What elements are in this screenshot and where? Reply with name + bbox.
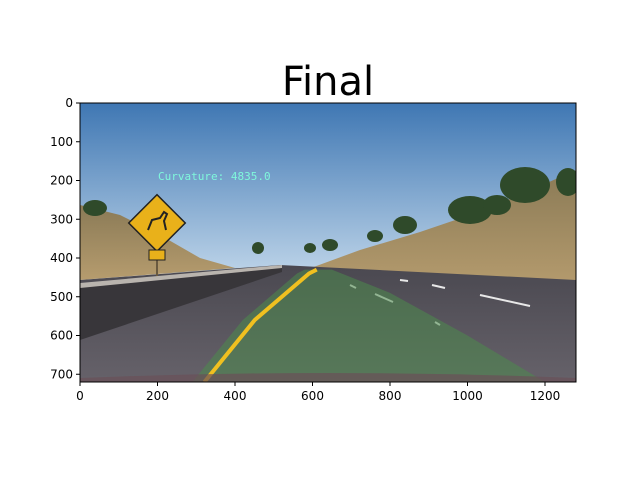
y-tick-label: 600 — [50, 329, 73, 343]
x-axis: 0 200 400 600 800 1000 1200 — [76, 382, 560, 403]
median-barrier — [80, 266, 282, 340]
x-tick-label: 1000 — [452, 389, 483, 403]
deer-crossing-sign — [127, 193, 187, 276]
axes-frame — [79, 102, 577, 383]
dashcam-image: Curvature: 4835.0 — [80, 103, 576, 382]
y-tick-label: 500 — [50, 290, 73, 304]
y-tick-label: 200 — [50, 174, 73, 188]
trees — [83, 167, 576, 254]
yellow-lane-line — [202, 267, 318, 382]
y-tick-label: 0 — [65, 96, 73, 110]
y-tick-label: 700 — [50, 367, 73, 381]
chart-title: Final — [282, 59, 374, 105]
right-hillside — [300, 170, 576, 290]
x-tick-label: 200 — [146, 389, 169, 403]
y-tick-label: 100 — [50, 135, 73, 149]
x-tick-label: 400 — [224, 389, 247, 403]
y-tick-label: 400 — [50, 251, 73, 265]
x-tick-label: 1200 — [530, 389, 561, 403]
x-tick-label: 600 — [301, 389, 324, 403]
barrier-top — [80, 265, 282, 288]
curvature-annotation: Curvature: 4835.0 — [158, 170, 271, 183]
car-hood — [80, 373, 576, 382]
x-tick-label: 0 — [76, 389, 84, 403]
y-axis: 0 100 200 300 400 500 600 700 — [50, 96, 80, 381]
y-tick-label: 300 — [50, 212, 73, 226]
x-tick-label: 800 — [379, 389, 402, 403]
